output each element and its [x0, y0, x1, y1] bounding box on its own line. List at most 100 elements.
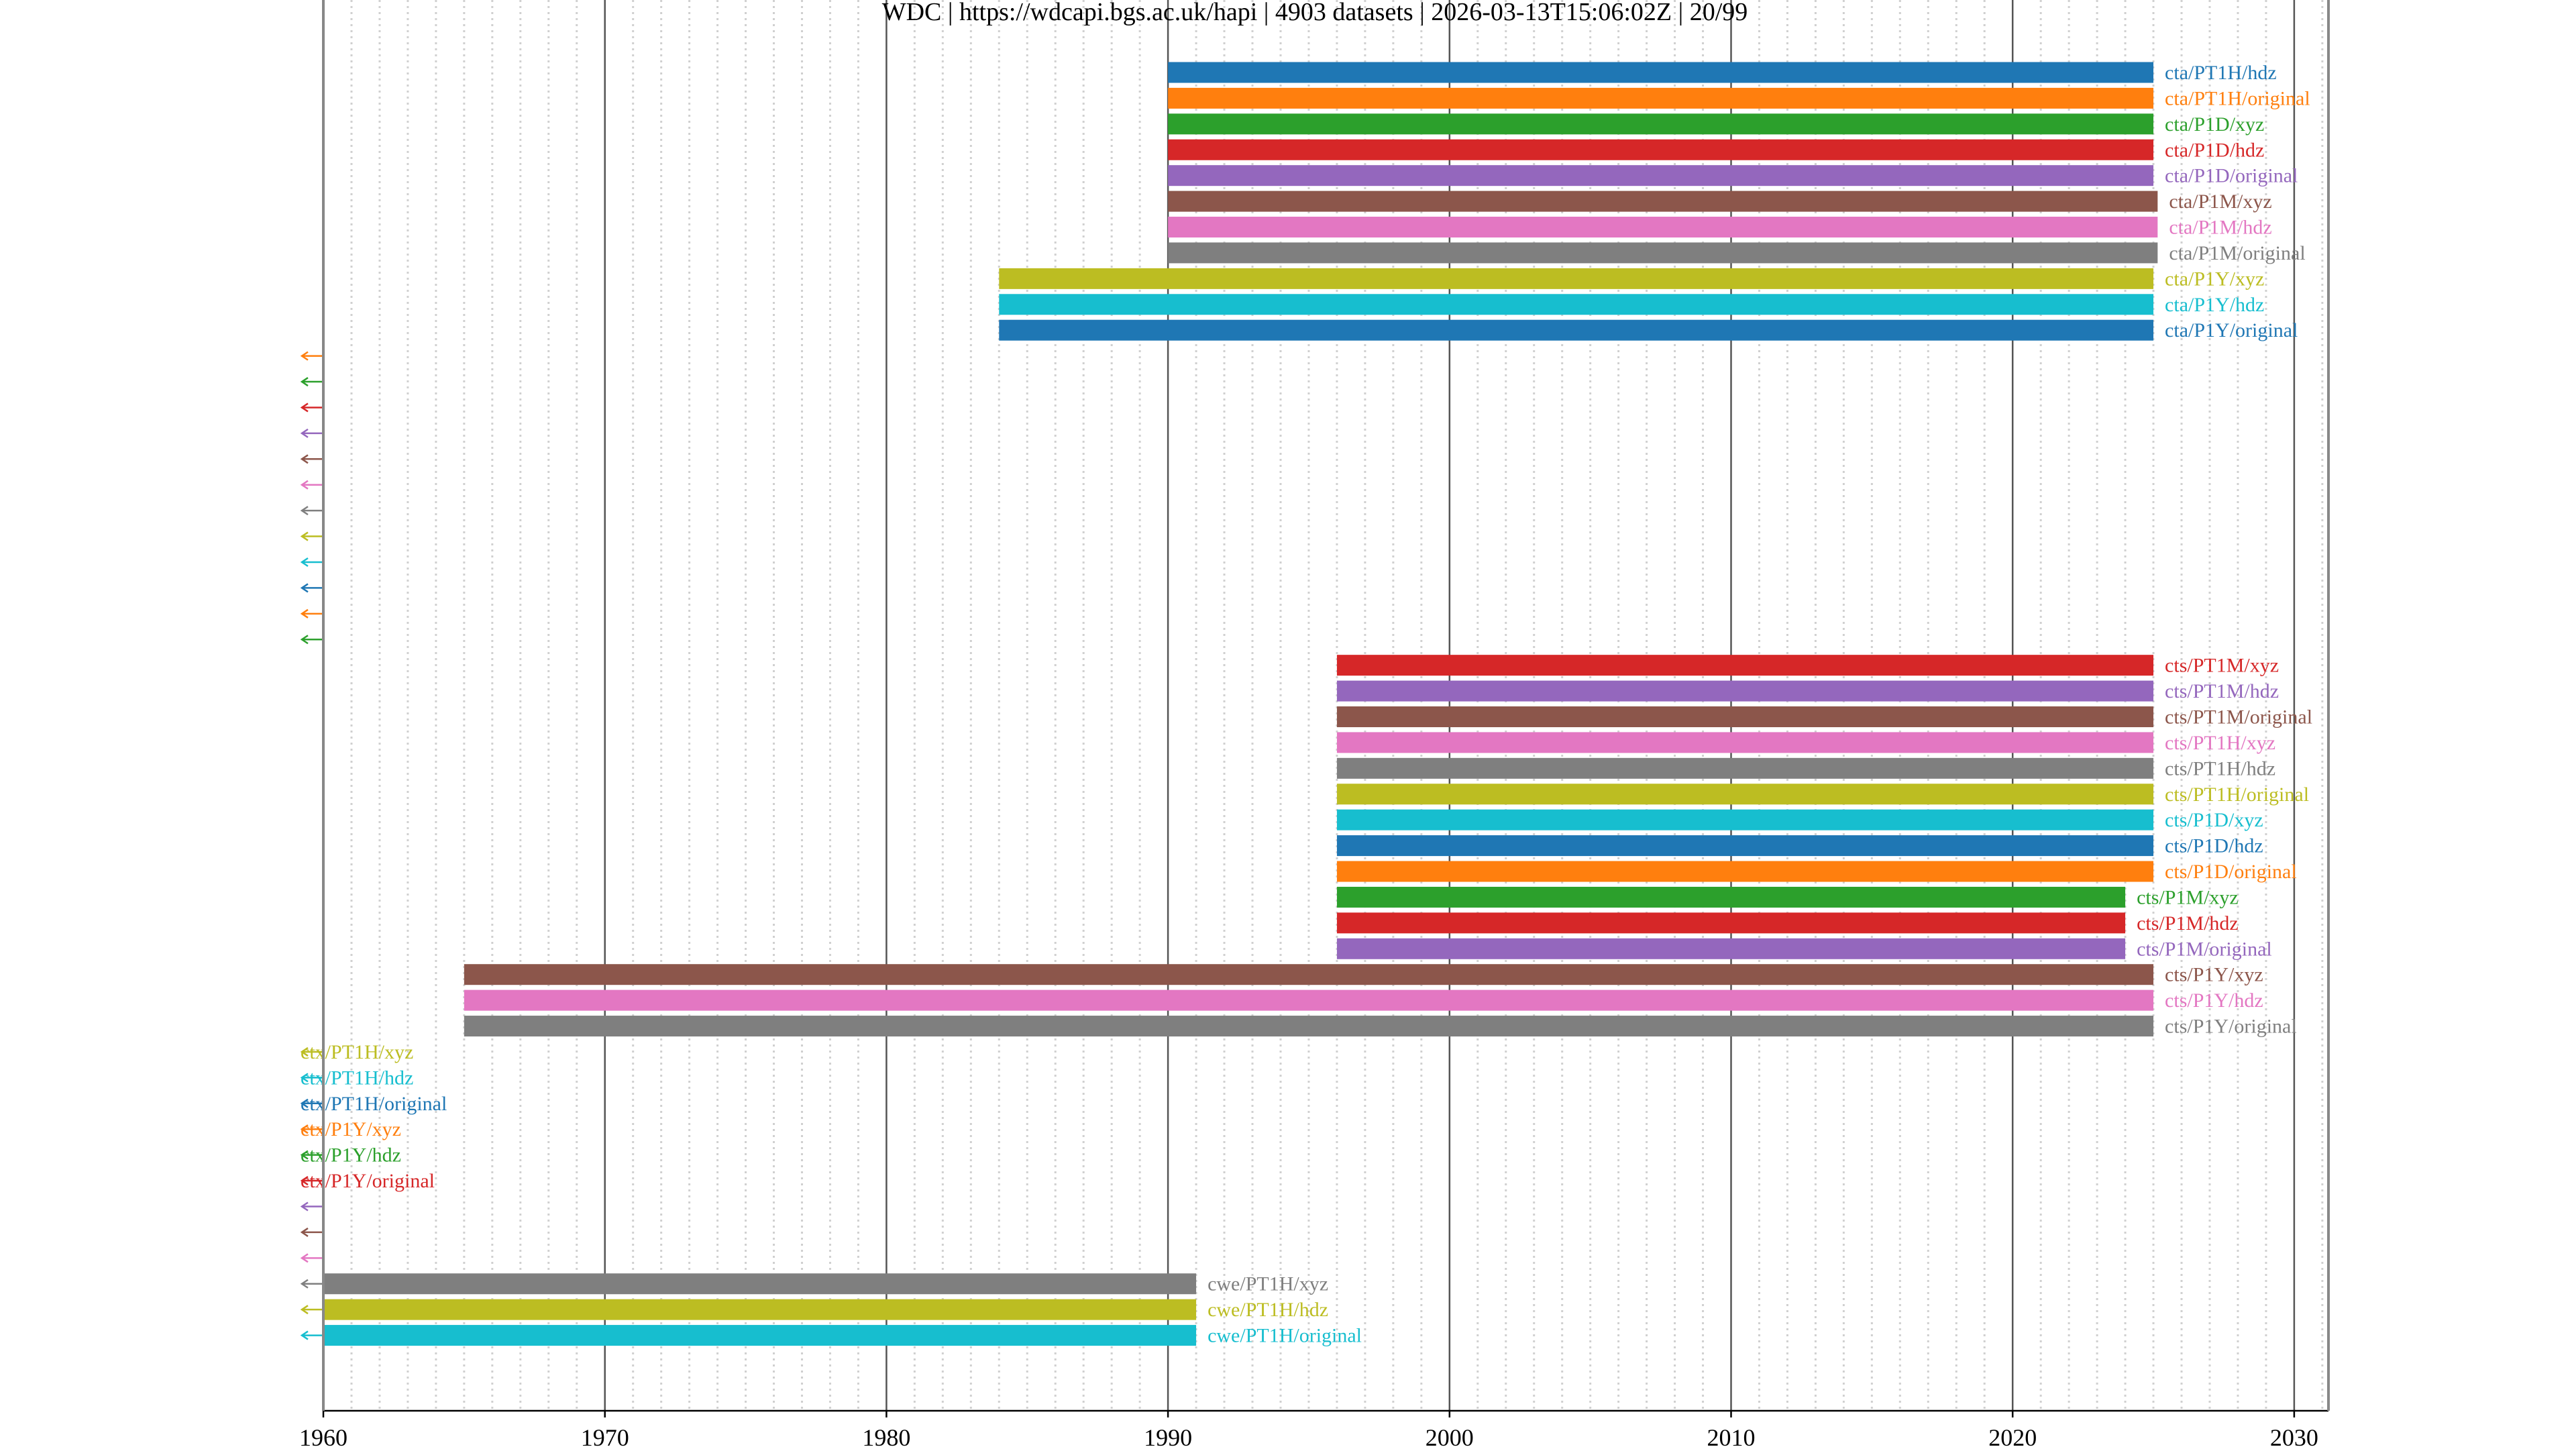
left-arrow-icon: [300, 1227, 323, 1237]
arrow-head: [300, 1201, 309, 1212]
x-tick-label: 2020: [1988, 1424, 2037, 1449]
dataset-label: cts/PT1M/xyz: [2165, 655, 2279, 677]
dataset-bar: [1336, 680, 2154, 702]
dataset-bar: [1336, 655, 2154, 676]
dataset-label: cts/P1Y/original: [2165, 1016, 2297, 1038]
dataset-bar: [1336, 938, 2126, 959]
dataset-bar: [999, 294, 2154, 315]
x-tick-label: 2030: [2270, 1424, 2318, 1449]
dataset-label: cts/P1Y/hdz: [2165, 989, 2263, 1012]
dataset-label: cts/P1Y/xyz: [2165, 964, 2263, 986]
arrow-head: [300, 1150, 309, 1160]
dataset-label: cts/PT1H/xyz: [2165, 732, 2275, 754]
dataset-bar: [464, 1016, 2154, 1037]
left-arrow-icon: [300, 351, 323, 361]
arrow-head: [300, 480, 309, 490]
dataset-bar: [1336, 757, 2154, 779]
arrow-head: [300, 402, 309, 413]
dataset-label: cta/P1Y/hdz: [2165, 294, 2264, 316]
left-arrow-icon: [300, 1330, 323, 1340]
arrow-head: [300, 531, 309, 541]
dataset-label: cts/P1D/xyz: [2165, 809, 2263, 831]
dataset-label: cta/PT1H/hdz: [2165, 62, 2277, 84]
dataset-bar: [1336, 784, 2154, 805]
dataset-label: ctx/PT1H/hdz: [301, 1067, 413, 1089]
arrow-head: [300, 608, 309, 619]
dataset-label: cta/P1Y/original: [2165, 319, 2298, 341]
dataset-label: ctx/P1Y/hdz: [301, 1144, 401, 1167]
x-tick-label: 1990: [1144, 1424, 1192, 1449]
dataset-label: ctx/PT1H/xyz: [301, 1041, 413, 1063]
arrow-head: [300, 1046, 309, 1057]
dataset-bar: [323, 1325, 1197, 1346]
dataset-bar: [464, 964, 2154, 985]
dataset-bar: [1168, 87, 2154, 109]
left-arrow-icon: [300, 506, 323, 516]
dataset-label: cta/P1D/original: [2165, 165, 2298, 187]
left-arrow-icon: [300, 402, 323, 413]
left-arrow-icon: [300, 1176, 323, 1186]
arrow-head: [300, 351, 309, 361]
x-tick-label: 1960: [299, 1424, 347, 1449]
left-arrow-icon: [300, 1046, 323, 1057]
left-arrow-icon: [300, 531, 323, 541]
dataset-label: ctx/P1Y/xyz: [301, 1118, 401, 1140]
x-tick-label: 1970: [581, 1424, 629, 1449]
left-arrow-icon: [300, 376, 323, 387]
axes: 1960 1970 1980 1990 2000 2010 2020 2030: [299, 0, 2330, 1449]
left-arrow-icon: [300, 1305, 323, 1315]
dataset-label: cts/P1M/hdz: [2137, 912, 2239, 934]
dataset-label: cta/P1D/xyz: [2165, 113, 2264, 136]
arrow-head: [300, 1098, 309, 1108]
dataset-bar: [1336, 732, 2154, 753]
dataset-label: cwe/PT1H/xyz: [1208, 1273, 1328, 1295]
arrow-head: [300, 428, 309, 438]
left-arrow-icon: [300, 1279, 323, 1289]
dataset-bar: [999, 319, 2154, 341]
dataset-bar: [1168, 62, 2154, 83]
dataset-label: cwe/PT1H/hdz: [1208, 1299, 1328, 1321]
dataset-bar: [1168, 191, 2158, 212]
left-arrow-icon: [300, 1098, 323, 1108]
left-arrow-icon: [300, 1150, 323, 1160]
dataset-label: cts/PT1M/hdz: [2165, 680, 2279, 702]
dataset-label: cta/PT1H/original: [2165, 87, 2310, 109]
dataset-bar: [1336, 886, 2126, 908]
dataset-label: cwe/PT1H/original: [1208, 1325, 1362, 1347]
arrow-head: [300, 557, 309, 568]
arrow-head: [300, 1279, 309, 1289]
dataset-label: cts/PT1H/hdz: [2165, 757, 2275, 780]
dataset-bar: [1168, 217, 2158, 238]
arrow-head: [300, 583, 309, 593]
dataset-label: cts/P1M/original: [2137, 938, 2272, 960]
dataset-label: cts/P1M/xyz: [2137, 886, 2239, 908]
dataset-bar: [323, 1299, 1197, 1320]
dataset-label: cts/P1D/hdz: [2165, 835, 2263, 857]
dataset-label: cta/P1M/hdz: [2169, 217, 2271, 239]
arrow-head: [300, 1124, 309, 1134]
dataset-label: cts/PT1M/original: [2165, 706, 2312, 729]
dataset-bar: [1168, 165, 2154, 186]
dataset-label: ctx/P1Y/original: [301, 1170, 435, 1192]
left-arrow-icon: [300, 454, 323, 464]
x-tick-label: 1980: [862, 1424, 910, 1449]
left-arrow-icon: [300, 1201, 323, 1212]
x-tick-label: 2000: [1426, 1424, 1474, 1449]
chart-title: WDC | https://wdcapi.bgs.ac.uk/hapi | 49…: [882, 0, 1748, 26]
dataset-bar: [1168, 242, 2158, 264]
left-arrow-icon: [300, 480, 323, 490]
dataset-label: cts/P1D/original: [2165, 861, 2297, 883]
arrow-head: [300, 1227, 309, 1237]
arrow-head: [300, 376, 309, 387]
dataset-bar: [1168, 139, 2154, 160]
left-arrow-icon: [300, 1253, 323, 1263]
left-arrow-icon: [300, 635, 323, 645]
left-arrow-icon: [300, 428, 323, 438]
left-arrow-icon: [300, 608, 323, 619]
arrow-head: [300, 1253, 309, 1263]
dataset-label: cts/PT1H/original: [2165, 784, 2309, 806]
dataset-bar: [464, 989, 2154, 1011]
arrow-head: [300, 454, 309, 464]
arrow-head: [300, 1305, 309, 1315]
